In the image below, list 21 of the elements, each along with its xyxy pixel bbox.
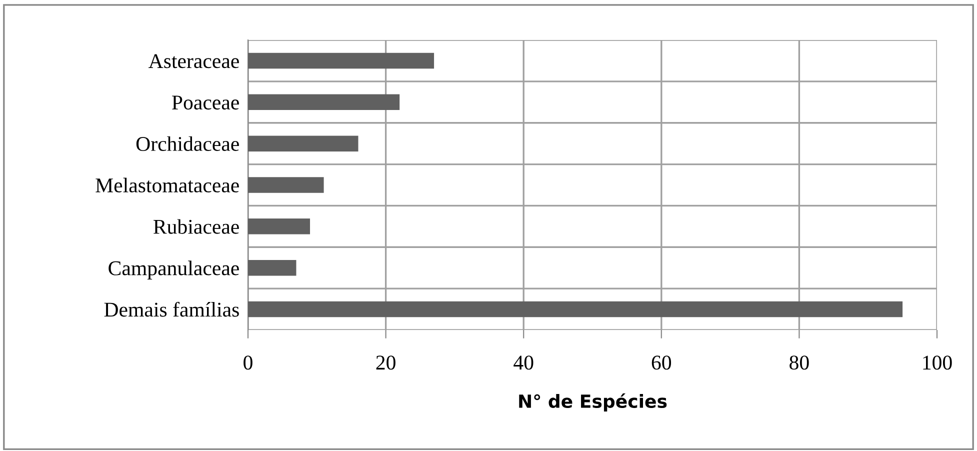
bar [248,301,903,318]
bar [248,218,310,234]
x-tick-label: 40 [514,356,534,370]
y-tick-label: Campanulaceae [108,260,239,280]
bar [248,177,324,193]
y-tick-label: Orchidaceae [136,136,239,152]
x-axis-title: N° de Espécies [519,393,667,412]
bar [248,52,434,69]
x-tick-label: 100 [923,356,952,370]
x-tick-label: 60 [652,356,672,370]
bar [248,260,296,276]
y-tick-label: Melastomataceae [96,178,239,192]
y-tick-label: Demais famílias [104,302,239,317]
bar [248,136,358,152]
y-tick-label: Rubiaceae [154,219,239,234]
bar [248,94,400,110]
y-tick-label: Poaceae [172,96,239,110]
x-tick-label: 80 [790,356,809,370]
x-tick-label: 20 [376,356,396,370]
x-tick-label: 0 [244,356,252,370]
y-tick-label: Asteraceae [148,54,239,68]
